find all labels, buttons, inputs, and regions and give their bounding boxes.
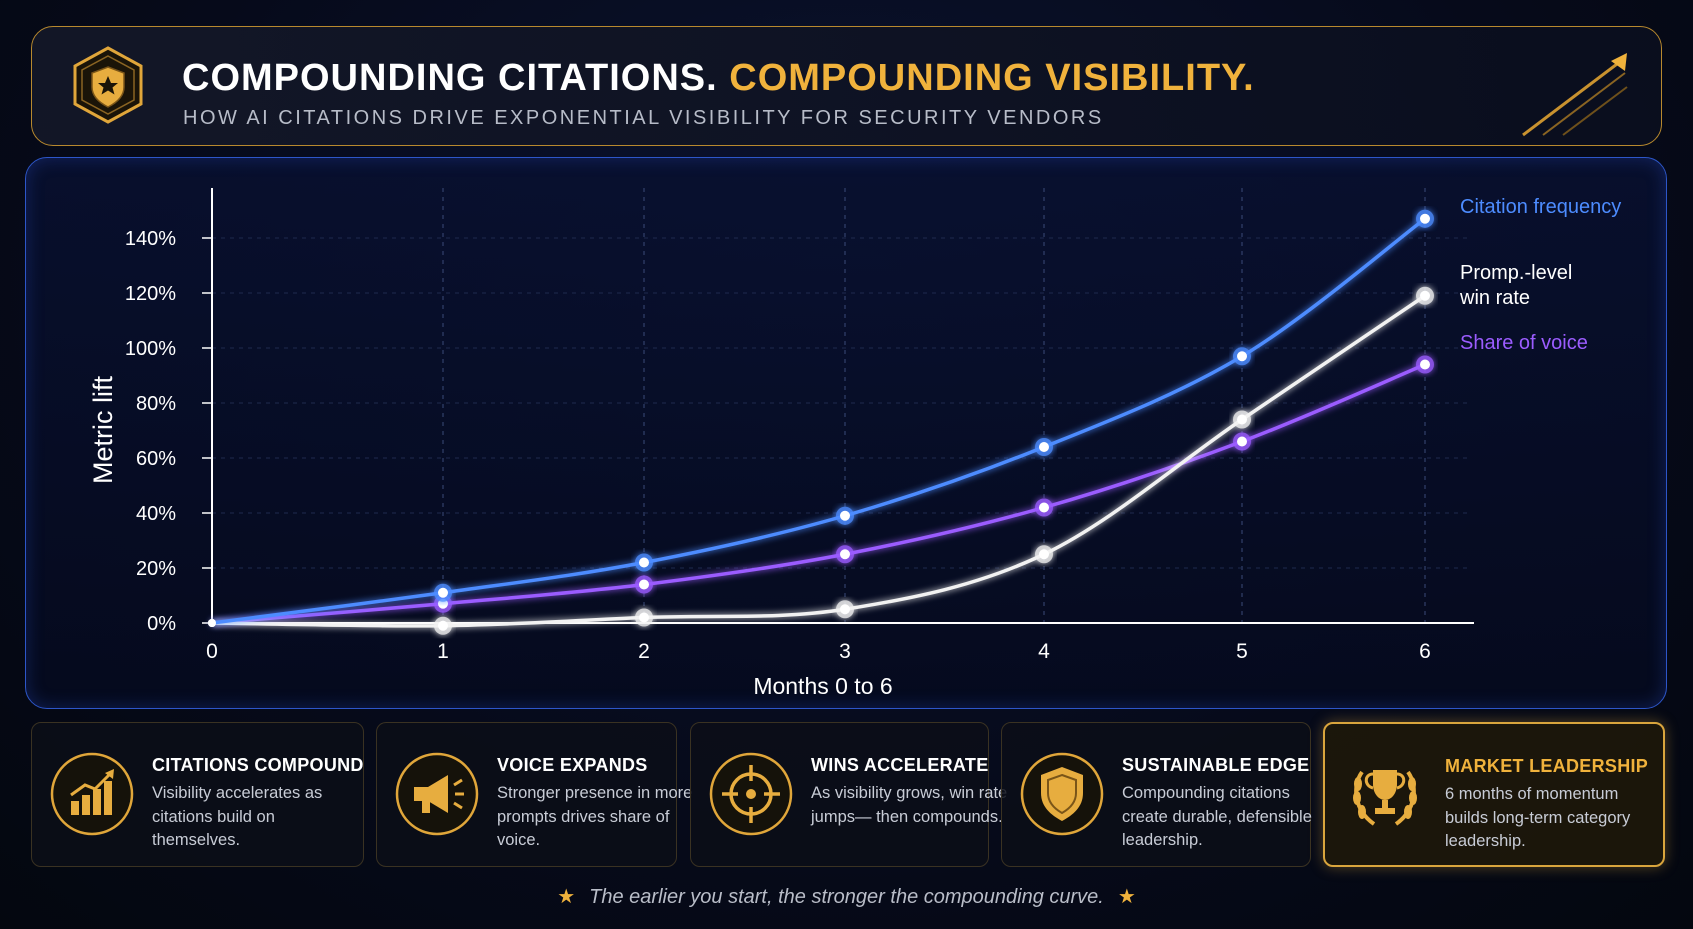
chart-panel: 0% 20% 40% 60% 80% 100% 120% 140% 0 1 2 3 4 5 6 Months … — [25, 157, 1667, 709]
card-citations-compound: CITATIONS COMPOUND Visibility accelerate… — [31, 722, 364, 867]
series-line — [211, 294, 1426, 628]
footer-text: The earlier you start, the stronger the … — [589, 886, 1104, 908]
target-crosshair-icon — [709, 752, 793, 836]
card-description: As visibility grows, win rate jumps— the… — [811, 784, 1008, 826]
page-title: COMPOUNDING CITATIONS. COMPOUNDING VISIB… — [182, 57, 1255, 100]
bar-chart-growth-icon — [50, 752, 134, 836]
card-description: 6 months of momentum builds long-term ca… — [1445, 785, 1631, 850]
card-description: Compounding citations create durable, de… — [1122, 784, 1312, 849]
header-banner: COMPOUNDING CITATIONS. COMPOUNDING VISIB… — [31, 26, 1662, 146]
y-tick-label: 20% — [136, 558, 176, 580]
card-wins-accelerate: WINS ACCELERATE As visibility grows, win… — [690, 722, 1007, 867]
shield-icon — [1020, 752, 1104, 836]
data-point — [208, 619, 216, 627]
star-icon: ★ — [557, 886, 576, 908]
y-tick-label: 80% — [136, 393, 176, 415]
x-tick-label: 6 — [1419, 640, 1431, 663]
data-point — [1420, 290, 1430, 301]
y-tick-label: 140% — [125, 228, 176, 250]
card-title: VOICE EXPANDS — [497, 755, 648, 775]
footer-tagline: ★ The earlier you start, the stronger the… — [0, 884, 1693, 909]
card-market-leadership: MARKET LEADERSHIP 6 months of momentum b… — [1323, 722, 1665, 867]
data-point — [1420, 213, 1430, 224]
title-gold: COMPOUNDING VISIBILITY. — [729, 57, 1255, 99]
x-tick-label: 4 — [1038, 640, 1050, 663]
card-title: CITATIONS COMPOUND — [152, 755, 364, 775]
data-point — [639, 579, 649, 590]
x-tick-label: 5 — [1236, 640, 1248, 663]
card-description: Stronger presence in more prompts drives… — [497, 784, 693, 849]
data-point — [1039, 442, 1049, 452]
data-point — [840, 604, 850, 615]
data-point — [438, 620, 448, 631]
rising-arrow-icon — [1522, 53, 1628, 137]
x-tick-label: 3 — [839, 640, 851, 663]
legend-label: Citation frequency — [1460, 196, 1621, 218]
y-tick-label: 60% — [136, 448, 176, 470]
data-point — [1039, 549, 1049, 560]
card-title: WINS ACCELERATE — [811, 755, 989, 775]
x-tick-label: 1 — [437, 640, 449, 663]
data-point — [840, 510, 850, 521]
card-description: Visibility accelerates as citations buil… — [152, 784, 323, 849]
card-title: MARKET LEADERSHIP — [1445, 756, 1649, 776]
data-point — [840, 549, 850, 560]
y-tick-label: 100% — [125, 338, 176, 360]
legend-label: Share of voice — [1460, 332, 1588, 354]
x-tick-label: 0 — [206, 640, 218, 663]
line-chart: 0% 20% 40% 60% 80% 100% 120% 140% 0 1 2 3 4 5 6 Months … — [88, 188, 1621, 699]
data-point — [1237, 351, 1247, 362]
star-icon: ★ — [1117, 886, 1136, 908]
y-tick-label: 40% — [136, 503, 176, 525]
data-point — [639, 557, 649, 568]
shield-star-icon — [73, 46, 143, 124]
data-point — [1420, 359, 1430, 370]
page-subtitle: HOW AI CITATIONS DRIVE EXPONENTIAL VISIB… — [183, 107, 1104, 129]
legend-label: Promp.-level win rate — [1459, 262, 1572, 309]
data-point — [1237, 414, 1247, 425]
card-sustainable-edge: SUSTAINABLE EDGE Compounding citations c… — [1001, 722, 1312, 867]
data-point — [1039, 502, 1049, 513]
megaphone-icon — [395, 752, 479, 836]
title-white: COMPOUNDING CITATIONS. — [182, 57, 718, 99]
x-axis-title: Months 0 to 6 — [753, 673, 892, 699]
card-title: SUSTAINABLE EDGE — [1122, 755, 1310, 775]
trophy-laurel-icon — [1353, 770, 1417, 826]
card-voice-expands: VOICE EXPANDS Stronger presence in more … — [376, 722, 692, 867]
data-point — [438, 587, 448, 598]
data-point — [639, 612, 649, 623]
x-tick-label: 2 — [638, 640, 650, 663]
data-point — [1237, 436, 1247, 447]
y-tick-label: 0% — [147, 613, 176, 635]
y-tick-label: 120% — [125, 283, 176, 305]
y-axis-title: Metric lift — [88, 376, 118, 484]
